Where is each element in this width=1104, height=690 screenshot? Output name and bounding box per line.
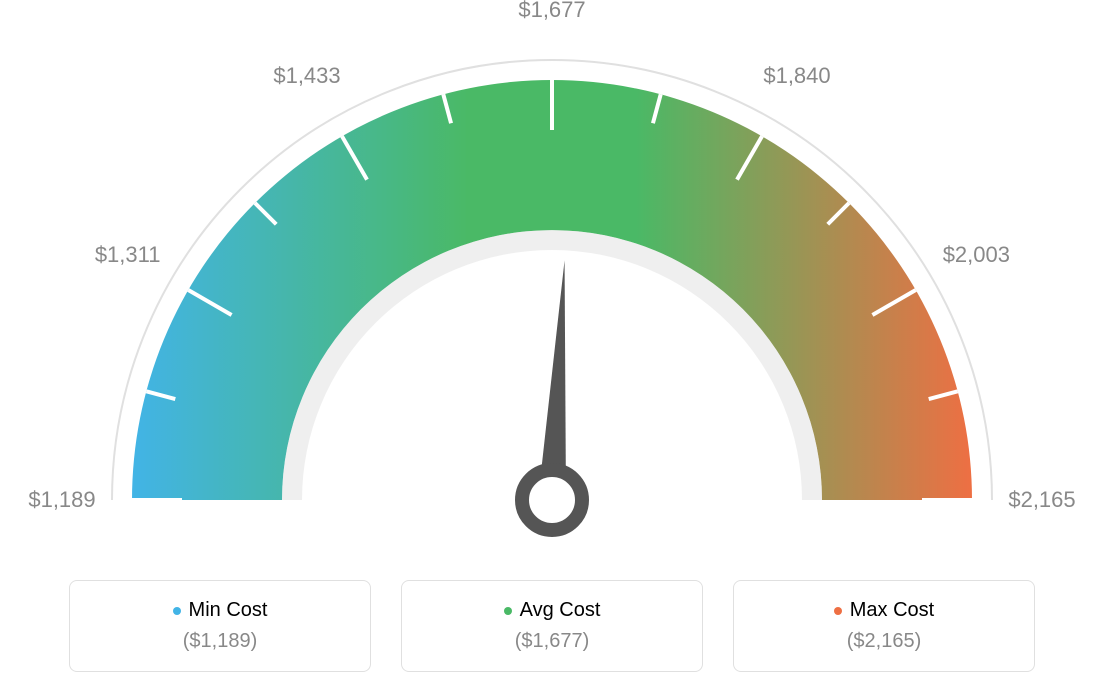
gauge-tick-label: $1,677	[518, 0, 585, 23]
gauge-needle-hub	[522, 470, 582, 530]
legend-card-min: Min Cost ($1,189)	[69, 580, 371, 672]
legend-title-max: Max Cost	[834, 599, 934, 622]
gauge-chart-container: $1,189 $1,311 $1,433 $1,677 $1,840 $2,003 $2,1…	[0, 0, 1104, 690]
gauge-tick-label: $2,003	[943, 242, 1010, 268]
legend-card-max: Max Cost ($2,165)	[733, 580, 1035, 672]
gauge-tick-label: $1,840	[763, 63, 830, 89]
dot-icon	[834, 607, 842, 615]
legend-title-text: Avg Cost	[520, 599, 601, 622]
legend-value-min: ($1,189)	[183, 630, 258, 653]
gauge-tick-label: $1,433	[273, 63, 340, 89]
dot-icon	[173, 607, 181, 615]
gauge-tick-label: $1,189	[28, 487, 95, 513]
gauge-area: $1,189 $1,311 $1,433 $1,677 $1,840 $2,003 $2,1…	[0, 0, 1104, 560]
legend-value-max: ($2,165)	[847, 630, 922, 653]
legend-card-avg: Avg Cost ($1,677)	[401, 580, 703, 672]
gauge-tick-label: $2,165	[1008, 487, 1075, 513]
legend-title-text: Max Cost	[850, 599, 934, 622]
dot-icon	[504, 607, 512, 615]
gauge-tick-label: $1,311	[95, 242, 161, 268]
legend-area: Min Cost ($1,189) Avg Cost ($1,677) Max …	[0, 560, 1104, 690]
gauge-svg	[0, 0, 1104, 560]
legend-value-avg: ($1,677)	[515, 630, 590, 653]
legend-title-min: Min Cost	[173, 599, 268, 622]
legend-title-text: Min Cost	[189, 599, 268, 622]
legend-title-avg: Avg Cost	[504, 599, 601, 622]
